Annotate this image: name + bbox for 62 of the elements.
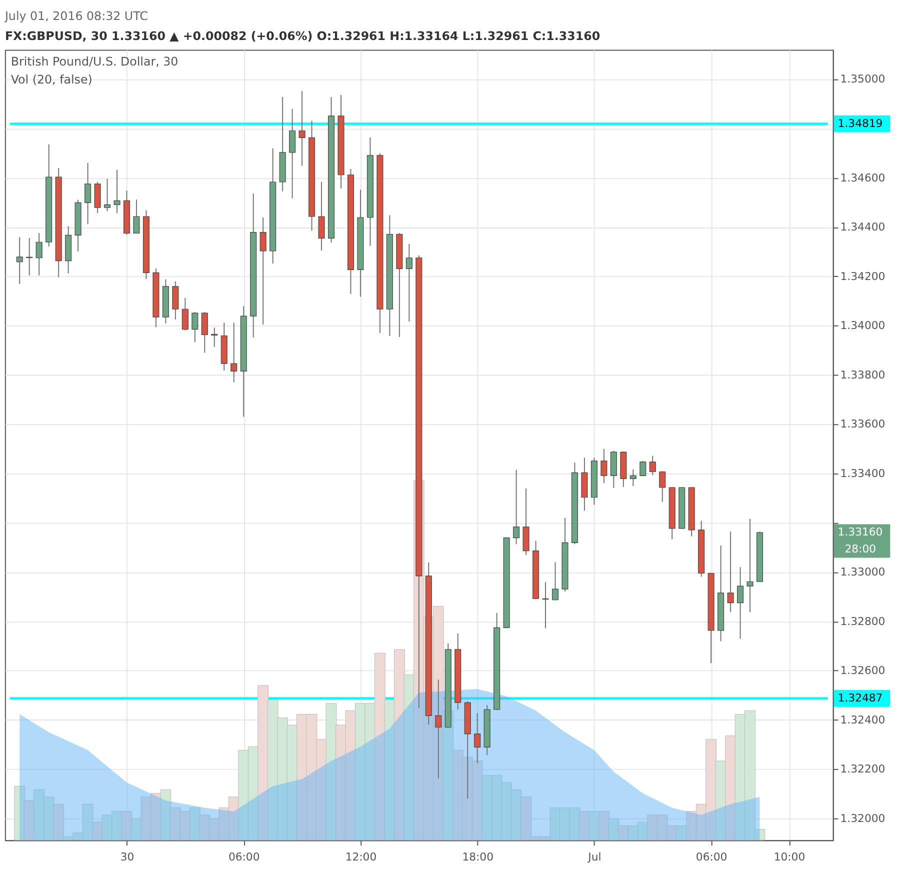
candlestick bbox=[260, 216, 266, 325]
candlestick bbox=[230, 322, 238, 383]
y-tick-label: 1.34000 bbox=[840, 319, 886, 332]
y-tick-label: 1.32000 bbox=[840, 812, 886, 825]
candlestick bbox=[513, 469, 520, 545]
candlestick bbox=[201, 312, 208, 354]
candlestick bbox=[192, 312, 198, 343]
candlestick bbox=[600, 448, 608, 484]
candlestick bbox=[26, 237, 33, 276]
candlestick bbox=[182, 298, 188, 331]
y-tick-label: 1.33400 bbox=[840, 466, 886, 480]
candlestick bbox=[172, 280, 179, 320]
candlestick bbox=[552, 562, 559, 601]
text: 28:00 bbox=[844, 542, 876, 556]
y-tick-label: 1.32400 bbox=[840, 713, 886, 726]
y-tick-label: 1.32200 bbox=[840, 762, 886, 776]
y-tick-label: 1.33800 bbox=[840, 368, 886, 382]
candlestick bbox=[84, 162, 92, 225]
x-tick-label: 30 bbox=[120, 850, 134, 864]
y-tick-label: 1.34600 bbox=[840, 171, 886, 184]
y-tick-label: 1.32800 bbox=[840, 614, 886, 628]
candlestick bbox=[94, 182, 101, 214]
candlestick bbox=[211, 327, 218, 348]
candlestick bbox=[610, 450, 617, 489]
y-tick-label: 1.35000 bbox=[840, 72, 886, 86]
chart-title: Vol (20, false) bbox=[10, 72, 92, 86]
x-tick-label: 06:00 bbox=[696, 850, 728, 864]
text: July 01, 2016 08:32 UTC bbox=[4, 9, 148, 24]
chart-title: FX:GBPUSD, 30 1.33160 ▲ +0.00082 (+0.06%) O:1.32961 H:1.33164 L:1.32961 C:1.33160 bbox=[4, 28, 600, 43]
candlestick bbox=[630, 469, 636, 487]
text: 1.33160 bbox=[838, 526, 883, 539]
candlestick bbox=[406, 243, 412, 322]
x-tick-label: 12:00 bbox=[345, 850, 377, 864]
ref-line-label: 1.34819 bbox=[838, 116, 883, 130]
candlestick bbox=[474, 712, 481, 764]
y-tick-label: 1.33000 bbox=[840, 565, 886, 578]
candlestick bbox=[640, 460, 646, 477]
candlestick bbox=[298, 90, 306, 166]
candlestick bbox=[114, 169, 120, 214]
candlestick bbox=[649, 455, 656, 476]
ref-line-label: 1.32487 bbox=[838, 691, 883, 704]
candlestick bbox=[737, 566, 744, 640]
candlestick bbox=[522, 488, 530, 556]
x-tick-label: 18:00 bbox=[462, 850, 494, 864]
candlestick bbox=[104, 178, 111, 212]
y-tick-label: 1.32600 bbox=[840, 664, 886, 678]
candlestick bbox=[16, 236, 23, 284]
y-tick-label: 1.34400 bbox=[840, 220, 886, 234]
candlestick bbox=[727, 531, 734, 613]
x-tick-label: 10:00 bbox=[774, 850, 806, 864]
x-tick-label: 06:00 bbox=[228, 850, 260, 864]
candlestick bbox=[746, 518, 754, 613]
candlestick bbox=[289, 108, 296, 199]
y-tick-label: 1.34200 bbox=[840, 270, 886, 283]
candlestick bbox=[318, 181, 325, 251]
y-tick-label: 1.33600 bbox=[840, 418, 886, 431]
candlestick bbox=[133, 199, 140, 234]
x-tick-label: Jul bbox=[587, 850, 602, 864]
candlestick bbox=[659, 470, 666, 502]
candlestick bbox=[435, 679, 442, 779]
chart-subtitle: British Pound/U.S. Dollar, 30 bbox=[10, 54, 178, 69]
candlestick bbox=[36, 232, 42, 276]
